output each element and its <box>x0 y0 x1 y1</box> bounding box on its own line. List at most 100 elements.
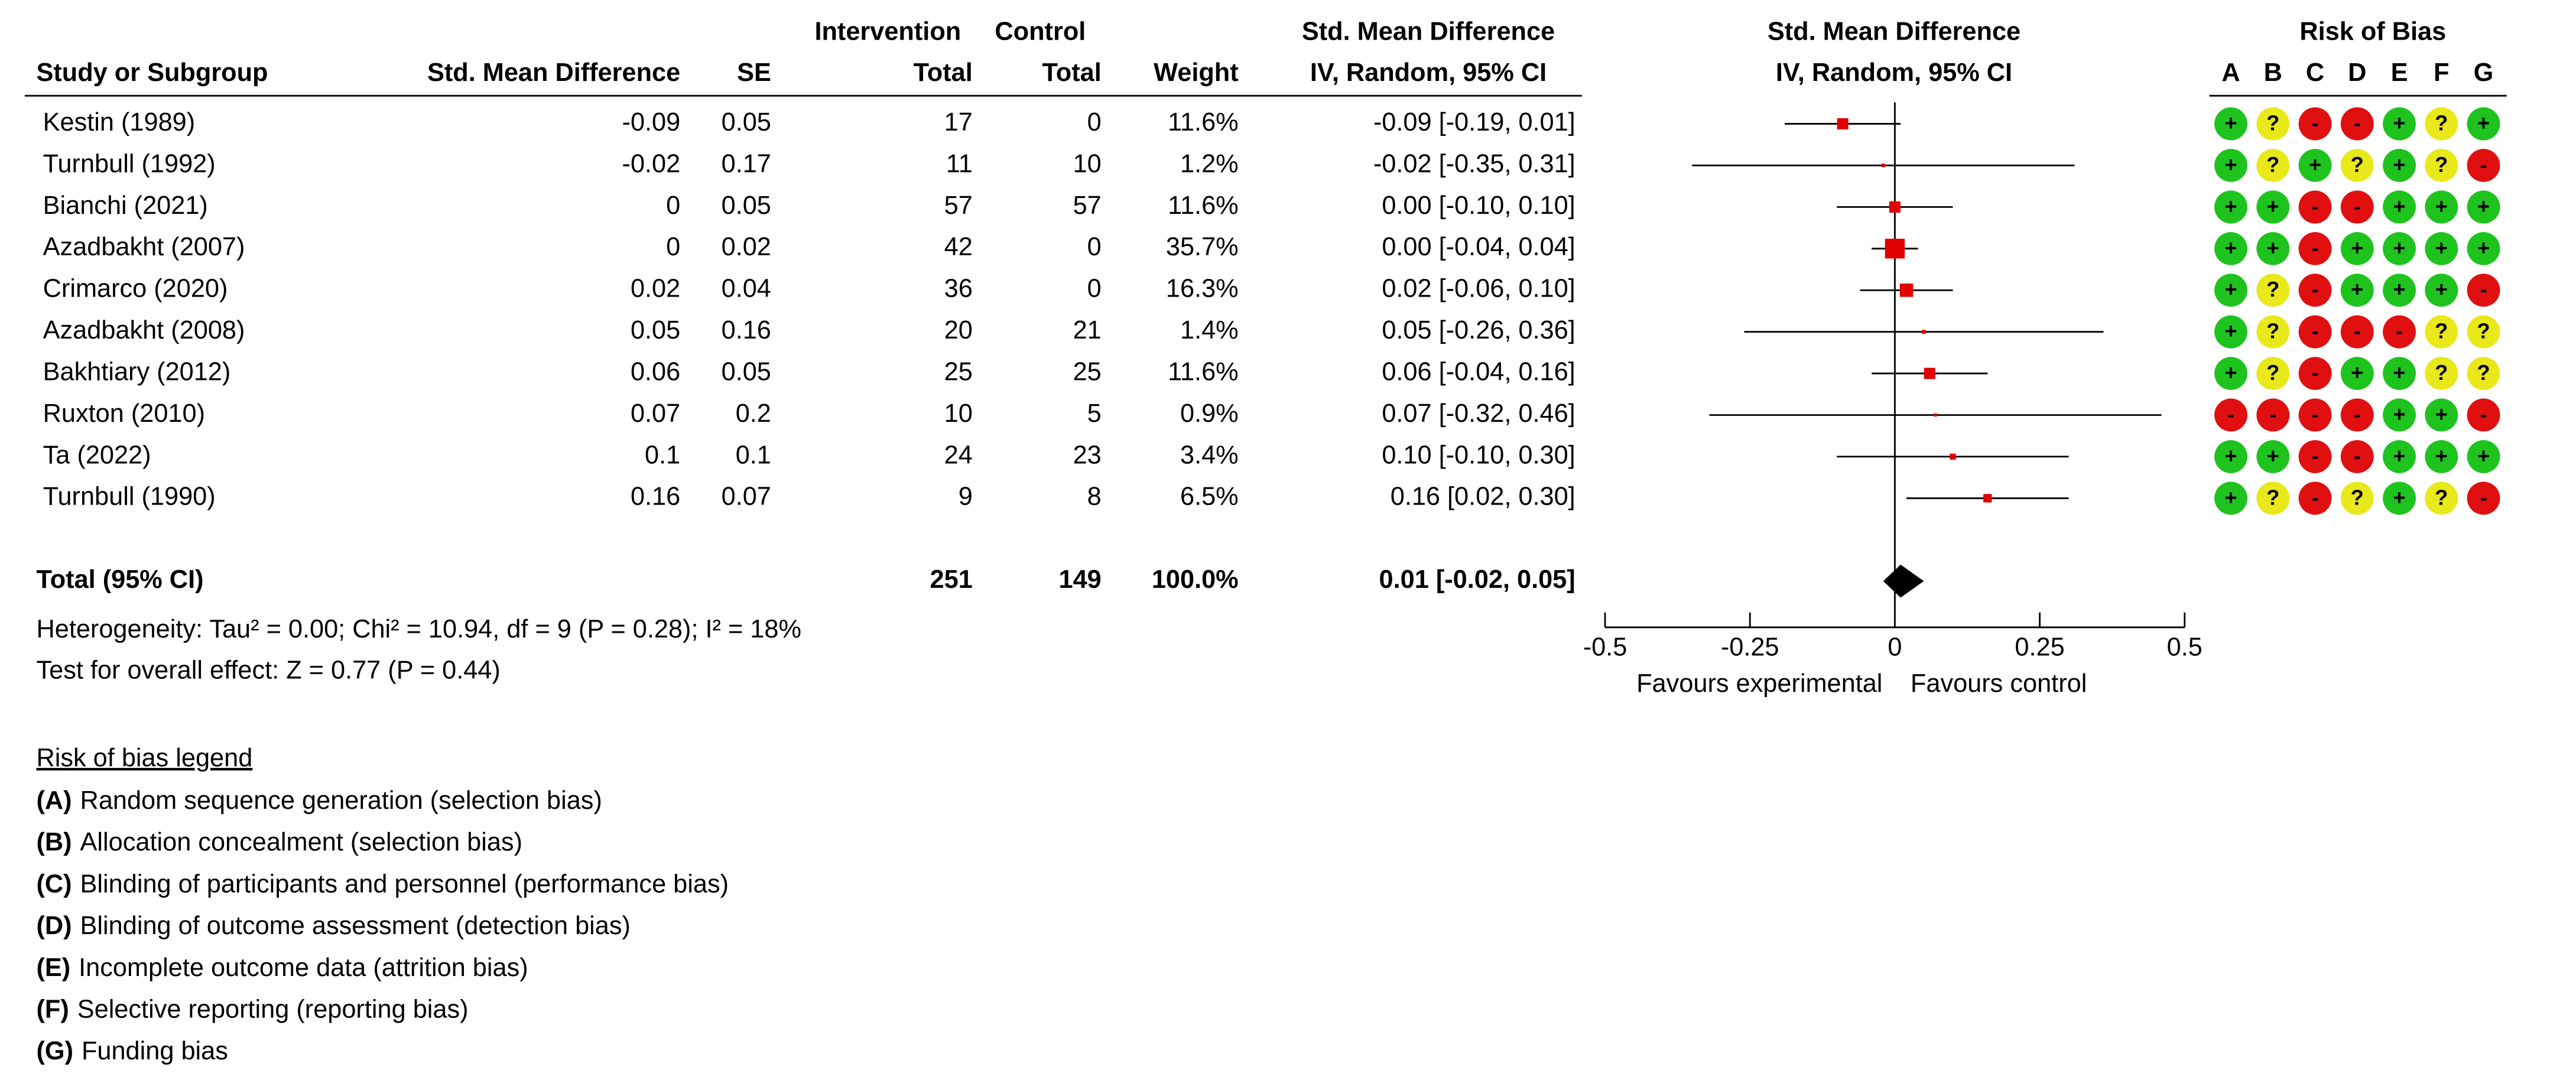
legend-text: Allocation concealment (selection bias) <box>80 828 522 857</box>
rob-symbol: + <box>2393 236 2405 260</box>
effect-marker <box>1934 413 1937 417</box>
rob-domain: G <box>2474 58 2494 87</box>
rob-circle <box>2256 357 2290 391</box>
se-value: 0.2 <box>736 399 771 428</box>
se-value: 0.02 <box>722 233 771 261</box>
smd-value: 0.16 <box>631 483 680 511</box>
rob-symbol: ? <box>2266 111 2279 135</box>
rob-circle <box>2425 315 2458 349</box>
rob-circle <box>2383 357 2416 391</box>
rob-domain: F <box>2434 58 2449 87</box>
study-name: Bianchi (2021) <box>43 191 208 220</box>
rob-domain: C <box>2306 58 2324 87</box>
rob-symbol: + <box>2224 152 2237 177</box>
study-name: Kestin (1989) <box>43 108 196 136</box>
weight: 16.3% <box>1166 275 1239 303</box>
rob-circle <box>2467 482 2500 515</box>
rob-circle <box>2467 149 2500 182</box>
rob-circle <box>2340 232 2374 265</box>
rob-symbol: + <box>2477 236 2490 260</box>
rob-symbol: ? <box>2266 485 2279 509</box>
rob-circle <box>2298 190 2332 224</box>
legend-key: (G) <box>36 1037 73 1066</box>
legend-item: (C) Blinding of participants and personne… <box>36 870 729 899</box>
rob-circle <box>2425 398 2458 432</box>
smd-value: 0 <box>666 233 680 261</box>
rob-circle <box>2298 315 2332 349</box>
smd-value: 0 <box>666 191 680 220</box>
control-total: 57 <box>1073 191 1102 220</box>
rob-circle <box>2214 232 2247 265</box>
rob-symbol: + <box>2435 402 2448 426</box>
rob-circle <box>2425 274 2458 307</box>
smd-value: -0.02 <box>622 149 681 178</box>
group-header: Intervention <box>814 17 961 45</box>
plot-title: IV, Random, 95% CI <box>1776 58 2012 87</box>
control-total: 25 <box>1073 357 1102 386</box>
legend-text: Blinding of outcome assessment (detectio… <box>80 912 631 941</box>
x-tick-label: -0.25 <box>1721 633 1779 662</box>
weight: 11.6% <box>1168 191 1239 220</box>
rob-symbol: + <box>2351 277 2363 301</box>
rob-circle <box>2383 440 2416 473</box>
smd-value: 0.07 <box>631 399 680 428</box>
effect-marker <box>1889 201 1901 213</box>
smd-value: -0.09 <box>622 108 681 136</box>
study-name: Bakhtiary (2012) <box>43 357 231 386</box>
rob-circle <box>2256 482 2290 515</box>
rob-domain: B <box>2264 58 2282 87</box>
rob-circle <box>2383 274 2416 307</box>
rob-symbol: + <box>2224 319 2237 343</box>
rob-circle <box>2256 440 2290 473</box>
rob-symbol: - <box>2354 194 2361 218</box>
intervention-total: 36 <box>944 275 973 303</box>
x-tick-label: 0 <box>1888 633 1902 662</box>
se-value: 0.05 <box>722 357 771 386</box>
rob-symbol: + <box>2393 111 2405 135</box>
study-name: Azadbakht (2008) <box>43 316 245 344</box>
rob-symbol: + <box>2351 236 2363 260</box>
legend-key: (F) <box>36 996 69 1024</box>
rob-symbol: + <box>2393 152 2405 177</box>
rob-symbol: ? <box>2351 485 2364 509</box>
study-name: Azadbakht (2007) <box>43 233 245 261</box>
rob-circle <box>2256 274 2290 307</box>
rob-symbol: ? <box>2477 319 2490 343</box>
rob-symbol: - <box>2311 194 2318 218</box>
intervention-total: 24 <box>944 441 973 469</box>
ci-label: 0.00 [-0.04, 0.04] <box>1382 233 1575 261</box>
rob-symbol: ? <box>2435 111 2448 135</box>
x-tick-label: 0.5 <box>2167 633 2203 662</box>
legend-item: (A) Random sequence generation (selection… <box>36 786 602 815</box>
rob-symbol: ? <box>2477 360 2490 385</box>
column-header: Weight <box>1154 58 1239 87</box>
legend-key: (C) <box>36 870 72 899</box>
rob-circle <box>2340 357 2374 391</box>
legend-item: (G) Funding bias <box>36 1037 228 1066</box>
rob-symbol: ? <box>2266 360 2279 385</box>
heterogeneity: Heterogeneity: Tau² = 0.00; Chi² = 10.94… <box>36 615 801 643</box>
rob-symbol: + <box>2309 152 2321 177</box>
rob-symbol: - <box>2311 444 2318 468</box>
rob-circle <box>2425 482 2458 515</box>
effect-marker <box>1924 367 1935 379</box>
rob-symbol: + <box>2224 111 2237 135</box>
rob-symbol: - <box>2480 277 2487 301</box>
rob-circle <box>2383 107 2416 141</box>
weight: 1.4% <box>1180 316 1239 344</box>
rob-symbol: - <box>2311 402 2318 426</box>
rob-circle <box>2256 232 2290 265</box>
rob-circle <box>2214 398 2247 432</box>
study-name: Ta (2022) <box>43 441 151 469</box>
rob-symbol: - <box>2311 236 2318 260</box>
weight: 35.7% <box>1166 233 1239 261</box>
rob-domain: E <box>2391 58 2408 87</box>
rob-circle <box>2298 482 2332 515</box>
se-value: 0.1 <box>736 441 771 469</box>
rob-symbol: - <box>2227 402 2234 426</box>
rob-symbol: + <box>2351 360 2363 385</box>
effect-marker <box>1899 283 1914 297</box>
smd-value: 0.1 <box>645 441 680 469</box>
weight: 6.5% <box>1180 483 1239 511</box>
intervention-total: 9 <box>959 483 973 511</box>
